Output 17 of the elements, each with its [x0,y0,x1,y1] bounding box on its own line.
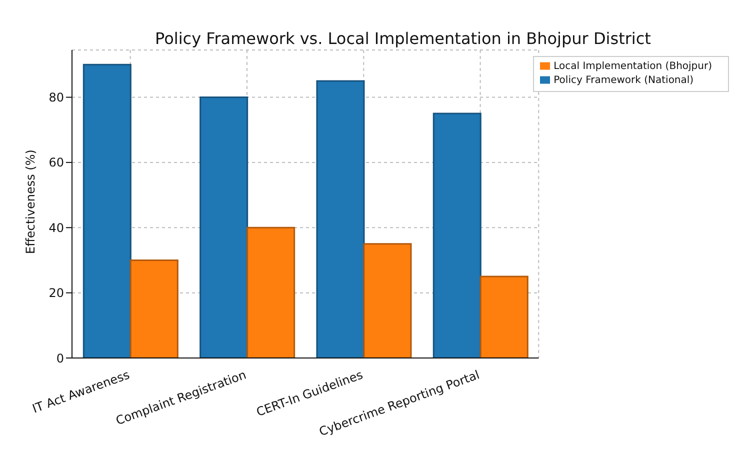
bar [246,226,296,358]
y-tick-label: 80 [48,90,64,105]
bar [200,96,248,358]
bar [432,112,482,358]
y-tick-label: 20 [48,286,64,300]
y-axis-title: Effectiveness (%) [23,150,38,254]
bar [130,259,178,358]
bar [82,64,132,358]
bar [363,243,412,358]
y-tick-label: 60 [48,156,64,170]
y-tick-label: 40 [48,220,64,235]
bar [480,276,528,358]
legend-label: Policy Framework (National) [554,75,694,86]
chart-title: Policy Framework vs. Local Implementation in Bhojpur District [155,29,651,48]
y-tick-label: 0 [56,351,64,366]
legend-label: Local Implementation (Bhojpur) [554,61,712,72]
bar [316,80,365,358]
